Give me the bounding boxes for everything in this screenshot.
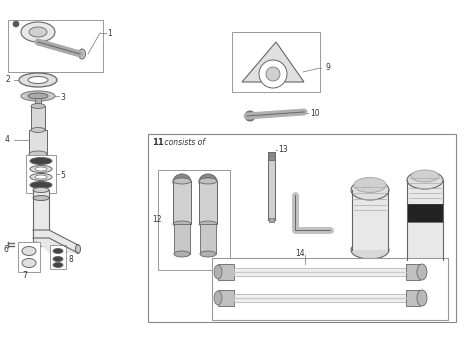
Ellipse shape [33,196,49,201]
Text: 2: 2 [5,76,10,84]
Bar [173,181,191,224]
Ellipse shape [199,174,217,190]
Ellipse shape [53,257,63,261]
Bar [407,204,443,222]
Ellipse shape [21,91,55,101]
Circle shape [13,21,19,27]
Polygon shape [242,42,304,82]
Bar [269,218,274,222]
Circle shape [266,67,280,81]
Ellipse shape [417,290,427,306]
Text: 3: 3 [60,92,65,102]
Bar [35,98,41,107]
Ellipse shape [214,291,222,305]
Bar [268,152,275,220]
Ellipse shape [173,178,191,184]
Bar [199,181,217,224]
Bar [407,180,443,204]
Bar [232,32,320,92]
Ellipse shape [28,93,48,99]
Bar [200,224,216,254]
Ellipse shape [30,158,52,164]
Bar [18,242,40,272]
Bar [406,264,420,280]
Ellipse shape [31,127,45,133]
Ellipse shape [53,248,63,253]
Ellipse shape [30,174,52,181]
Ellipse shape [351,241,389,259]
Text: 14: 14 [295,248,305,258]
Text: 12: 12 [152,216,161,224]
Ellipse shape [199,178,217,184]
Bar [218,290,234,306]
Ellipse shape [203,179,213,187]
Ellipse shape [22,246,36,256]
Text: 9: 9 [325,63,330,72]
Ellipse shape [21,22,55,42]
Text: 10: 10 [310,108,319,118]
Ellipse shape [53,262,63,267]
Bar [234,268,406,276]
Text: 4: 4 [5,135,10,145]
Ellipse shape [35,167,47,171]
Ellipse shape [30,166,52,173]
Bar [8,20,103,72]
Text: 1: 1 [107,28,112,37]
Ellipse shape [30,182,52,189]
Circle shape [245,111,255,121]
Ellipse shape [407,171,443,189]
Text: 7: 7 [22,272,27,280]
Bar [31,106,45,132]
Ellipse shape [173,221,191,227]
Bar [218,264,234,280]
Ellipse shape [35,175,47,179]
Ellipse shape [177,179,187,187]
Ellipse shape [173,174,191,190]
Circle shape [259,60,287,88]
Bar [406,290,420,306]
Text: 13: 13 [278,146,288,154]
Bar [148,134,456,322]
Bar [212,258,448,320]
Ellipse shape [79,49,86,59]
Ellipse shape [28,77,48,84]
Bar [29,130,47,154]
Text: 8: 8 [68,254,73,264]
Ellipse shape [75,245,80,253]
Ellipse shape [22,259,36,267]
Ellipse shape [214,265,222,279]
Bar [50,245,66,269]
Bar [158,170,230,270]
Ellipse shape [411,170,439,182]
Ellipse shape [33,188,49,193]
Ellipse shape [19,73,57,87]
Ellipse shape [407,251,443,269]
Bar [33,190,49,244]
Ellipse shape [351,180,389,200]
Ellipse shape [29,27,47,37]
Bar [234,294,406,302]
Ellipse shape [174,251,190,257]
Text: 11: 11 [152,138,164,147]
Ellipse shape [199,221,217,227]
Bar [407,220,443,260]
Bar [268,152,275,160]
Ellipse shape [33,241,49,246]
Bar [26,155,56,193]
Bar [352,190,388,250]
Bar [174,224,190,254]
Text: consists of: consists of [162,138,205,147]
Ellipse shape [354,177,386,192]
Text: 6: 6 [3,245,8,254]
Ellipse shape [200,251,216,257]
Polygon shape [33,230,78,253]
Text: 5: 5 [60,170,65,180]
Ellipse shape [417,264,427,280]
Ellipse shape [31,104,45,108]
Ellipse shape [29,151,47,157]
